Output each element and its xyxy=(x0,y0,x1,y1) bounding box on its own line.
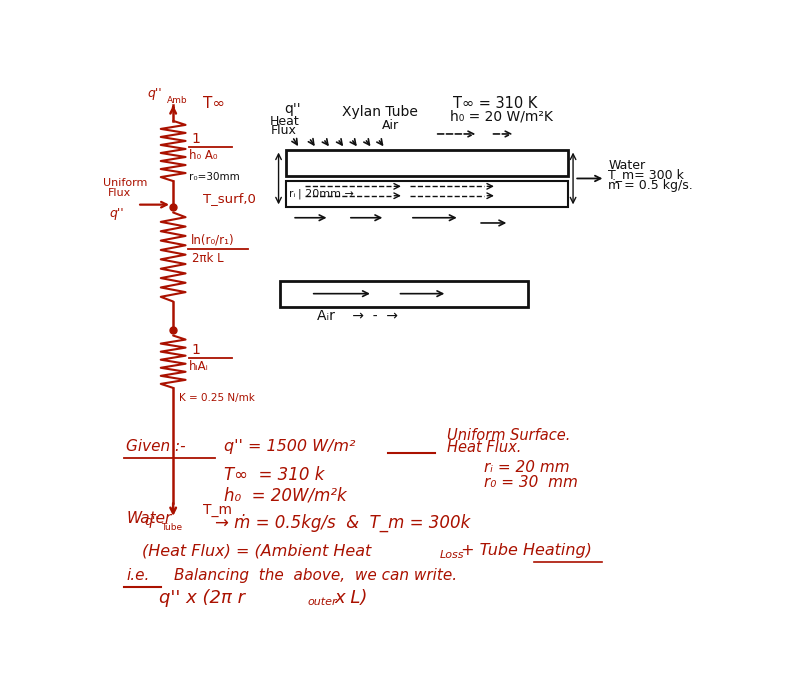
Text: q'' x (2π r: q'' x (2π r xyxy=(159,589,245,607)
Text: (Heat Flux) = (Ambient Heat: (Heat Flux) = (Ambient Heat xyxy=(142,543,371,558)
Text: Tube: Tube xyxy=(161,524,182,532)
Text: 1: 1 xyxy=(192,343,201,357)
Text: T∞: T∞ xyxy=(203,96,225,111)
Text: Loss: Loss xyxy=(440,550,464,560)
Text: h₀ A₀: h₀ A₀ xyxy=(190,149,218,162)
Text: x L): x L) xyxy=(334,589,368,607)
Text: K = 0.25 N/mk: K = 0.25 N/mk xyxy=(179,393,255,403)
Text: Given :-: Given :- xyxy=(126,439,186,454)
Text: Uniform Surface.: Uniform Surface. xyxy=(447,428,570,443)
Text: | 20mm →: | 20mm → xyxy=(298,189,354,199)
Text: outer: outer xyxy=(308,597,338,607)
Bar xyxy=(280,281,528,307)
Text: Heat: Heat xyxy=(270,114,300,128)
Text: hᵢAᵢ: hᵢAᵢ xyxy=(190,360,209,373)
Text: Aᵢr    →  -  →: Aᵢr → - → xyxy=(317,309,398,323)
Text: h₀ = 20 W/m²K: h₀ = 20 W/m²K xyxy=(450,110,553,124)
Text: i.e.: i.e. xyxy=(126,568,150,583)
Text: q'': q'' xyxy=(284,102,301,116)
Text: Flux: Flux xyxy=(270,124,297,137)
Text: rᵢ: rᵢ xyxy=(289,189,295,199)
Text: Flux: Flux xyxy=(107,188,130,198)
Text: q'' = 1500 W/m²: q'' = 1500 W/m² xyxy=(224,439,355,454)
Text: T∞  = 310 k: T∞ = 310 k xyxy=(224,466,324,483)
Text: Water: Water xyxy=(609,159,646,172)
Text: r₀=30mm: r₀=30mm xyxy=(189,173,239,182)
Text: Uniform: Uniform xyxy=(103,178,147,188)
Text: q'': q'' xyxy=(147,87,162,101)
Text: q'': q'' xyxy=(110,207,125,220)
Text: + Tube Heating): + Tube Heating) xyxy=(457,543,592,558)
Text: ln(r₀/r₁): ln(r₀/r₁) xyxy=(190,234,234,247)
Text: T_m: T_m xyxy=(203,503,232,517)
Bar xyxy=(286,181,568,207)
Text: h₀  = 20W/m²k: h₀ = 20W/m²k xyxy=(224,486,346,505)
Text: 1: 1 xyxy=(192,132,201,146)
Text: Amb: Amb xyxy=(167,96,187,105)
Text: T∞ = 310 K: T∞ = 310 K xyxy=(454,96,538,111)
Text: T_m= 300 k: T_m= 300 k xyxy=(609,169,684,182)
Text: Air: Air xyxy=(382,119,399,132)
Text: rᵢ = 20 mm: rᵢ = 20 mm xyxy=(485,460,570,475)
Text: → ṁ = 0.5kg/s  &  T_m = 300k: → ṁ = 0.5kg/s & T_m = 300k xyxy=(214,514,470,532)
Text: Heat Flux.: Heat Flux. xyxy=(447,441,522,456)
Text: q'': q'' xyxy=(144,515,158,528)
Text: Balancing  the  above,  we can write.: Balancing the above, we can write. xyxy=(174,568,458,583)
Bar xyxy=(286,150,568,176)
Text: Water: Water xyxy=(126,511,171,526)
Text: Xylan Tube: Xylan Tube xyxy=(342,105,418,118)
Text: r₀ = 30  mm: r₀ = 30 mm xyxy=(485,475,578,490)
Text: T_surf,0: T_surf,0 xyxy=(203,192,256,205)
Text: ṁ = 0.5 kg/s.: ṁ = 0.5 kg/s. xyxy=(609,179,693,192)
Text: 2πk L: 2πk L xyxy=(192,252,223,265)
